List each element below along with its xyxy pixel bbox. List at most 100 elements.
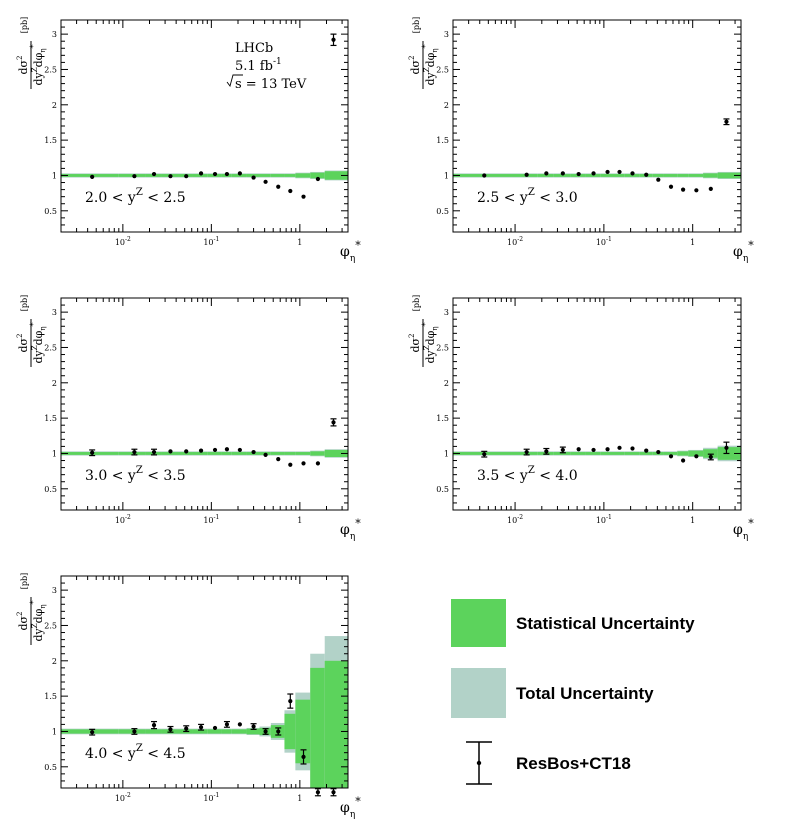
stat-uncertainty-band — [61, 452, 119, 455]
x-tick-label: 10-1 — [203, 514, 219, 525]
y-den2-sub: η — [431, 326, 439, 330]
legend-total-label: Total Uncertainty — [516, 684, 654, 703]
y-num-sup: 2 — [408, 55, 416, 59]
data-point — [708, 186, 713, 191]
stat-uncertainty-band — [537, 174, 554, 177]
data-point — [617, 445, 622, 450]
x-title-sub: η — [350, 254, 355, 264]
x-title-sup: * — [748, 517, 754, 530]
data-point — [560, 171, 565, 176]
y-den2-sup: * — [421, 44, 430, 48]
lumi-value: 5.1 fb — [235, 59, 273, 74]
y-tick-label: 1.5 — [44, 692, 57, 701]
x-title-sub: η — [743, 254, 748, 264]
data-point — [276, 184, 281, 189]
data-point — [668, 184, 674, 189]
stat-uncertainty-band — [118, 174, 146, 177]
y-units: [pb] — [20, 573, 29, 589]
y-title-denominator: dyZdφη* — [29, 44, 47, 85]
y-den2: dφ — [32, 52, 45, 67]
x-tick-exp: -1 — [214, 792, 220, 799]
y-den2-sub: η — [39, 604, 47, 608]
stat-uncertainty-band — [652, 174, 664, 177]
stat-uncertainty-band — [161, 452, 179, 455]
y-den2-sub: η — [39, 326, 47, 330]
y-tick-label: 3 — [52, 30, 57, 39]
legend-stat-label: Statistical Uncertainty — [516, 614, 695, 633]
stat-uncertainty-band — [613, 452, 625, 455]
data-point — [544, 449, 549, 454]
y-tick-label: 1 — [52, 449, 57, 458]
data-point — [560, 447, 565, 453]
data-point — [263, 179, 268, 184]
y-tick-label: 2.5 — [44, 343, 57, 352]
y-title-numerator: dσ2 — [16, 611, 30, 630]
data-point — [151, 449, 157, 455]
data-point — [198, 171, 204, 176]
y-den2-sub: η — [39, 48, 47, 52]
x-title-sup: * — [748, 239, 754, 252]
stat-uncertainty-band — [284, 452, 296, 455]
stat-uncertainty-band — [284, 174, 296, 177]
rapidity-range-label: 2.0 < yZ < 2.5 — [85, 187, 186, 206]
data-point — [198, 725, 204, 730]
data-point — [132, 449, 137, 455]
data-point — [251, 724, 256, 729]
stat-uncertainty-band — [537, 452, 554, 455]
x-tick-base: 1 — [690, 516, 695, 525]
y-tick-label: 0.5 — [44, 485, 57, 494]
x-tick-label: 1 — [297, 794, 302, 803]
data-point — [288, 188, 293, 194]
data-point — [263, 452, 268, 457]
stat-uncertainty-band — [600, 452, 614, 455]
data-point — [576, 171, 581, 177]
y-title-denominator: dyZdφη* — [29, 322, 47, 363]
data-point — [331, 790, 336, 795]
y-tick-label: 1.5 — [436, 136, 449, 145]
lumi-sup: -1 — [273, 57, 282, 67]
y-tick-label: 2 — [444, 101, 449, 110]
x-tick-label: 10-1 — [596, 514, 612, 525]
data-point — [90, 174, 95, 179]
stat-uncertainty-band — [270, 174, 285, 177]
stat-uncertainty-band — [677, 174, 689, 177]
y-num: dσ — [409, 59, 422, 74]
stat-uncertainty-band — [207, 452, 222, 455]
legend-points-label: ResBos+CT18 — [516, 754, 631, 773]
luminosity: 5.1 fb-1 — [235, 57, 282, 74]
data-point — [524, 449, 529, 455]
y-num-sup: 2 — [16, 611, 24, 615]
range-sup: Z — [136, 187, 143, 198]
y-tick-label: 1 — [444, 171, 449, 180]
data-point — [482, 452, 487, 457]
y-tick-label: 1.5 — [44, 414, 57, 423]
y-num-sup: 2 — [16, 333, 24, 337]
stat-uncertainty-band — [324, 449, 348, 457]
x-tick-label: 1 — [297, 516, 302, 525]
x-tick-label: 10-2 — [115, 514, 131, 525]
data-point — [656, 449, 661, 455]
stat-uncertainty-band — [178, 452, 193, 455]
data-point — [331, 420, 336, 425]
stat-uncertainty-band — [270, 452, 285, 455]
stat-uncertainty-band — [600, 174, 614, 177]
data-point — [617, 169, 622, 175]
stat-uncertainty-band — [295, 173, 311, 178]
legend-point-icon — [476, 760, 482, 766]
sqrt-icon — [226, 74, 243, 88]
y-tick-label: 1 — [444, 449, 449, 458]
y-den2: dφ — [424, 52, 437, 67]
x-tick-base: 10 — [203, 516, 213, 525]
data-point — [90, 730, 95, 735]
y-den2-sup: * — [29, 44, 38, 48]
range-start: 2.5 < y — [477, 190, 528, 206]
data-point — [644, 172, 649, 177]
x-tick-exp: -1 — [606, 236, 612, 243]
y-den-sup: Z — [31, 623, 39, 628]
data-point — [315, 790, 321, 795]
y-tick-label: 3 — [52, 586, 57, 595]
legend: Statistical Uncertainty Total Uncertainty… — [451, 599, 695, 785]
data-point — [90, 450, 95, 455]
